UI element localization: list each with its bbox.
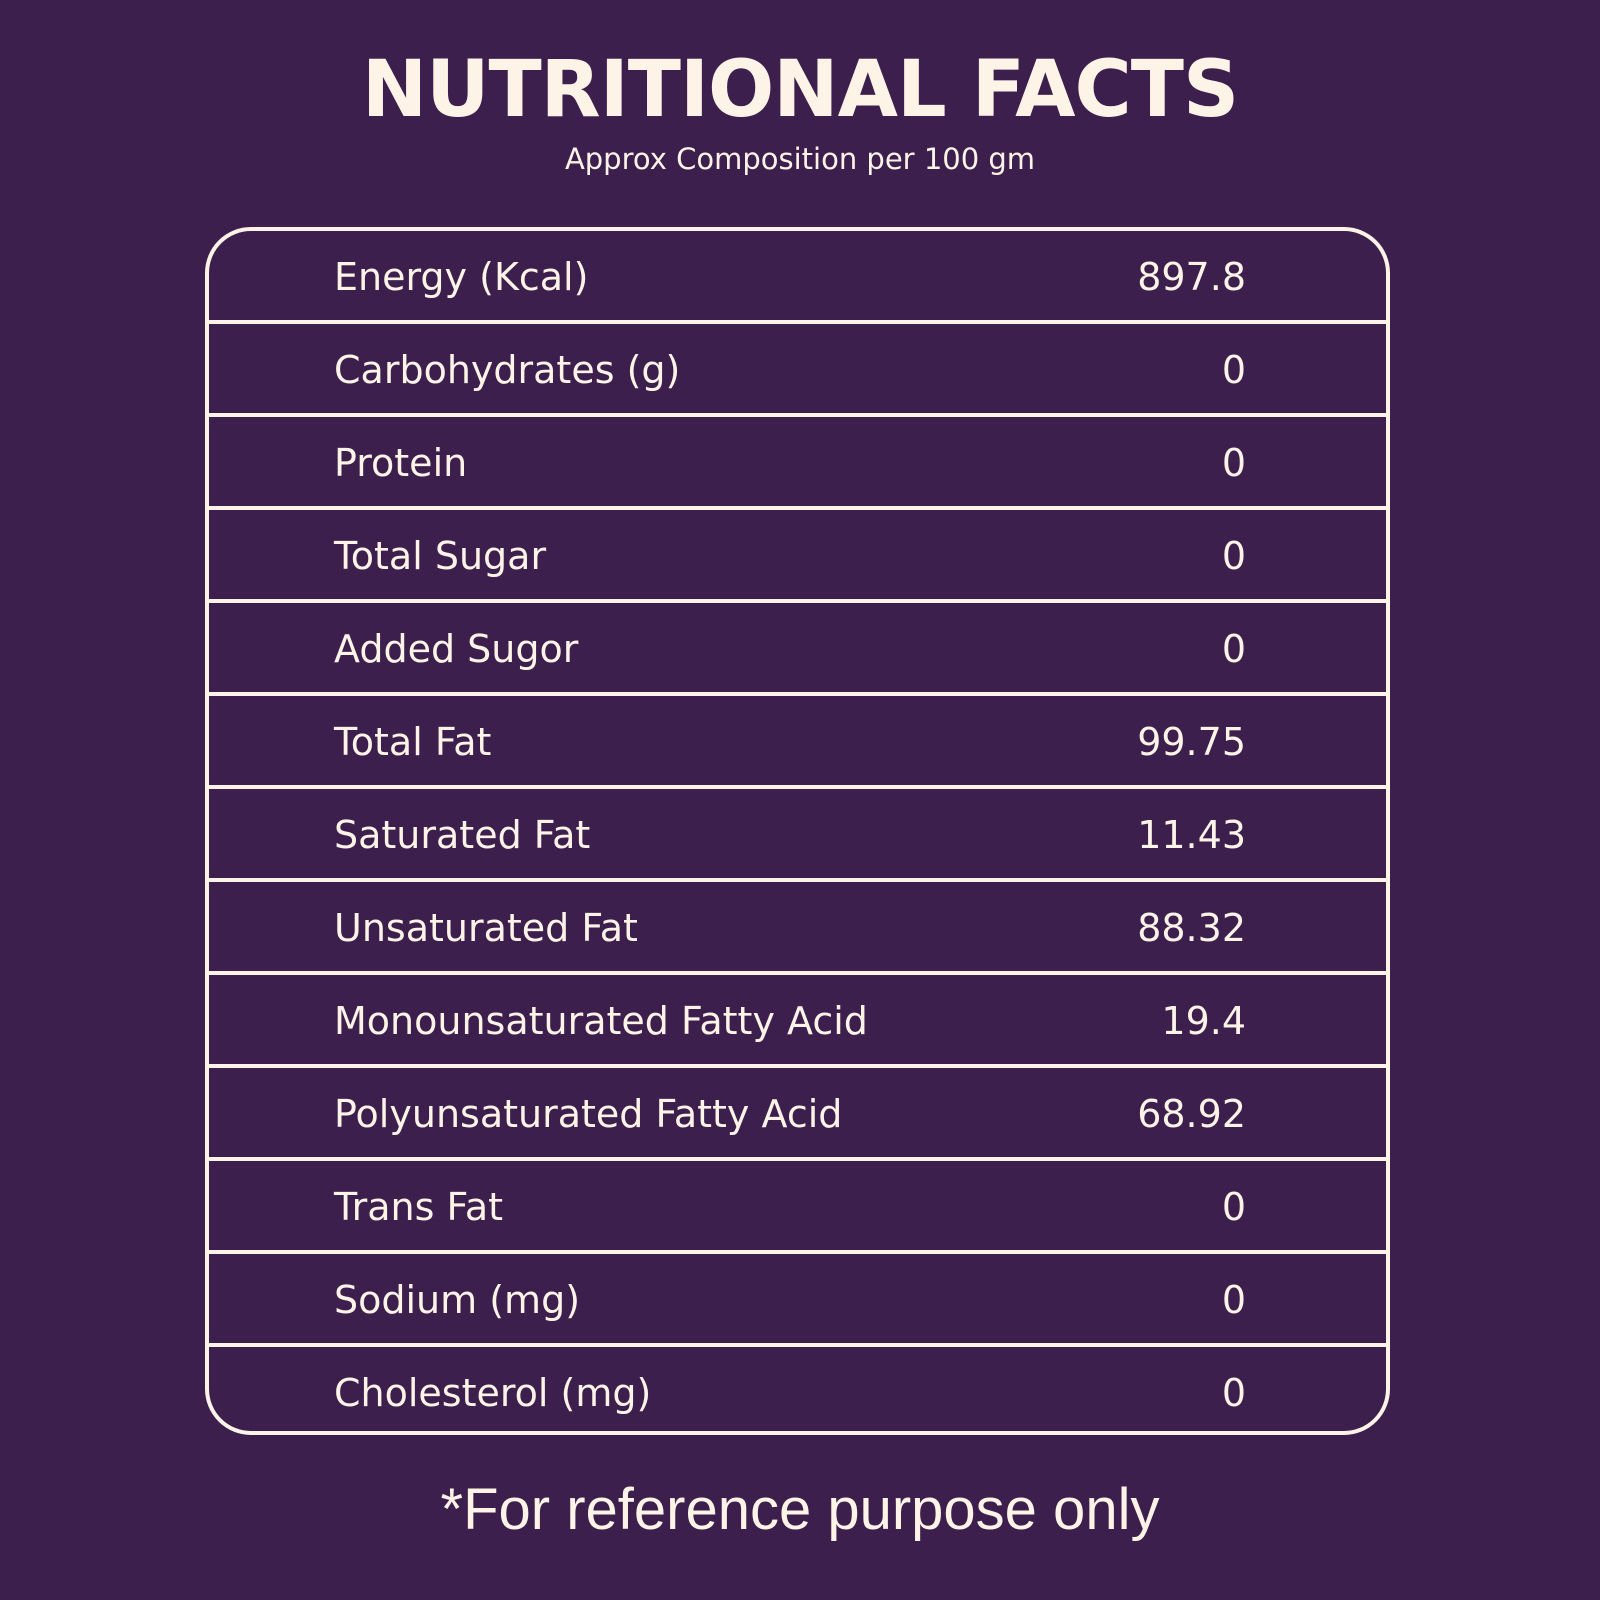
nutrient-label: Total Sugar	[334, 534, 547, 578]
nutrition-table: Energy (Kcal) 897.8 Carbohydrates (g) 0 Prot…	[205, 227, 1390, 1435]
nutrient-label: Monounsaturated Fatty Acid	[334, 999, 868, 1043]
nutrient-value: 19.4	[1161, 999, 1246, 1043]
nutrient-value: 0	[1221, 441, 1246, 485]
table-row: Carbohydrates (g) 0	[209, 324, 1386, 417]
nutrient-label: Sodium (mg)	[334, 1278, 581, 1322]
nutrient-label: Protein	[334, 441, 468, 485]
nutrient-label: Added Sugor	[334, 627, 579, 671]
subtitle: Approx Composition per 100 gm	[564, 142, 1036, 176]
table-row: Energy (Kcal) 897.8	[209, 231, 1386, 324]
nutrient-label: Carbohydrates (g)	[334, 348, 681, 392]
nutrient-value: 0	[1221, 348, 1246, 392]
table-row: Trans Fat 0	[209, 1161, 1386, 1254]
nutrient-value: 0	[1221, 1371, 1246, 1415]
nutrient-label: Energy (Kcal)	[334, 255, 589, 299]
nutrient-label: Cholesterol (mg)	[334, 1371, 652, 1415]
nutrient-label: Saturated Fat	[334, 813, 591, 857]
table-row: Saturated Fat 11.43	[209, 789, 1386, 882]
nutrient-value: 0	[1221, 627, 1246, 671]
nutrient-label: Polyunsaturated Fatty Acid	[334, 1092, 843, 1136]
nutrient-value: 11.43	[1137, 813, 1246, 857]
nutrient-label: Total Fat	[334, 720, 492, 764]
nutrient-value: 88.32	[1137, 906, 1246, 950]
nutrient-label: Trans Fat	[334, 1185, 504, 1229]
nutrient-label: Unsaturated Fat	[334, 906, 638, 950]
nutrient-value: 0	[1221, 1278, 1246, 1322]
footnote: *For reference purpose only	[440, 1477, 1160, 1542]
table-row: Polyunsaturated Fatty Acid 68.92	[209, 1068, 1386, 1161]
table-row: Total Fat 99.75	[209, 696, 1386, 789]
table-row: Protein 0	[209, 417, 1386, 510]
table-row: Total Sugar 0	[209, 510, 1386, 603]
nutrient-value: 99.75	[1137, 720, 1246, 764]
nutrient-value: 68.92	[1137, 1092, 1246, 1136]
table-row: Cholesterol (mg) 0	[209, 1347, 1386, 1431]
nutrient-value: 0	[1221, 534, 1246, 578]
nutrient-value: 0	[1221, 1185, 1246, 1229]
table-row: Monounsaturated Fatty Acid 19.4	[209, 975, 1386, 1068]
table-row: Unsaturated Fat 88.32	[209, 882, 1386, 975]
nutrient-value: 897.8	[1137, 255, 1246, 299]
table-row: Added Sugor 0	[209, 603, 1386, 696]
table-row: Sodium (mg) 0	[209, 1254, 1386, 1347]
title: NUTRITIONAL FACTS	[361, 45, 1239, 135]
